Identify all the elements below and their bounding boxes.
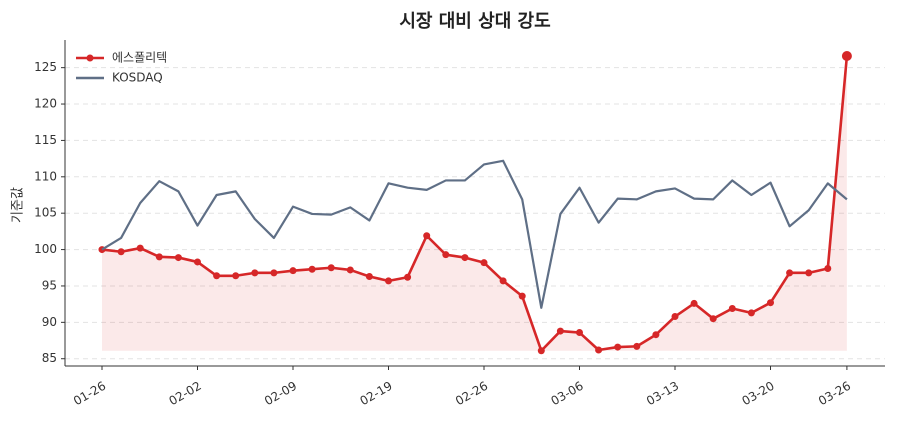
marker: [461, 254, 469, 262]
legend-marker: [86, 54, 94, 62]
marker: [671, 313, 679, 321]
marker: [841, 51, 852, 62]
marker: [614, 343, 622, 351]
y-tick-label: 100: [34, 242, 57, 256]
marker: [365, 272, 373, 280]
marker: [404, 273, 412, 281]
marker: [385, 277, 392, 285]
marker: [213, 272, 221, 280]
y-tick-label: 85: [42, 351, 57, 365]
marker: [289, 267, 297, 275]
marker: [633, 342, 641, 350]
marker: [728, 305, 736, 313]
y-tick-label: 125: [34, 60, 57, 74]
marker: [767, 299, 774, 307]
chart-title: 시장 대비 상대 강도: [399, 11, 550, 32]
x-tick-label: 03-26: [816, 379, 853, 409]
y-tick-label: 110: [34, 169, 57, 183]
marker: [690, 299, 698, 307]
marker: [442, 251, 450, 259]
x-tick-label: 03-06: [549, 379, 586, 409]
marker: [576, 329, 583, 337]
x-tick-label: 03-20: [740, 379, 777, 409]
marker: [251, 269, 259, 277]
x-tick-label: 01-26: [71, 379, 108, 409]
marker: [709, 315, 717, 323]
legend-label: KOSDAQ: [112, 71, 163, 85]
marker: [595, 346, 603, 354]
marker: [308, 265, 316, 273]
y-tick-label: 105: [34, 206, 57, 220]
x-tick-label: 02-02: [167, 379, 204, 409]
marker: [327, 264, 335, 272]
x-tick-label: 02-09: [262, 379, 299, 409]
legend-label: 에스폴리텍: [112, 51, 167, 65]
line: [101, 55, 849, 353]
marker: [155, 253, 163, 261]
marker: [194, 258, 201, 266]
area: [102, 56, 847, 351]
y-tick-label: 120: [34, 97, 57, 111]
marker: [232, 272, 240, 280]
marker: [346, 266, 354, 274]
y-axis-label: 기준값: [11, 187, 26, 223]
marker: [537, 347, 545, 355]
marker: [136, 244, 144, 252]
x-tick-label: 02-26: [453, 379, 490, 409]
marker: [499, 277, 507, 285]
marker: [824, 264, 832, 272]
marker: [480, 259, 488, 267]
x-tick-label: 02-19: [358, 379, 395, 409]
y-tick-label: 95: [42, 278, 57, 292]
x-tick-label: 03-13: [644, 379, 681, 409]
marker: [786, 269, 794, 277]
marker: [747, 309, 755, 317]
marker: [423, 232, 431, 240]
marker: [174, 254, 182, 262]
marker: [518, 292, 526, 300]
y-tick-label: 90: [42, 315, 57, 329]
marker: [270, 269, 278, 277]
y-tick-label: 115: [34, 133, 57, 147]
marker: [556, 327, 564, 335]
marker: [117, 248, 125, 256]
marker: [805, 269, 813, 277]
line: [101, 159, 848, 309]
marker: [652, 331, 660, 339]
